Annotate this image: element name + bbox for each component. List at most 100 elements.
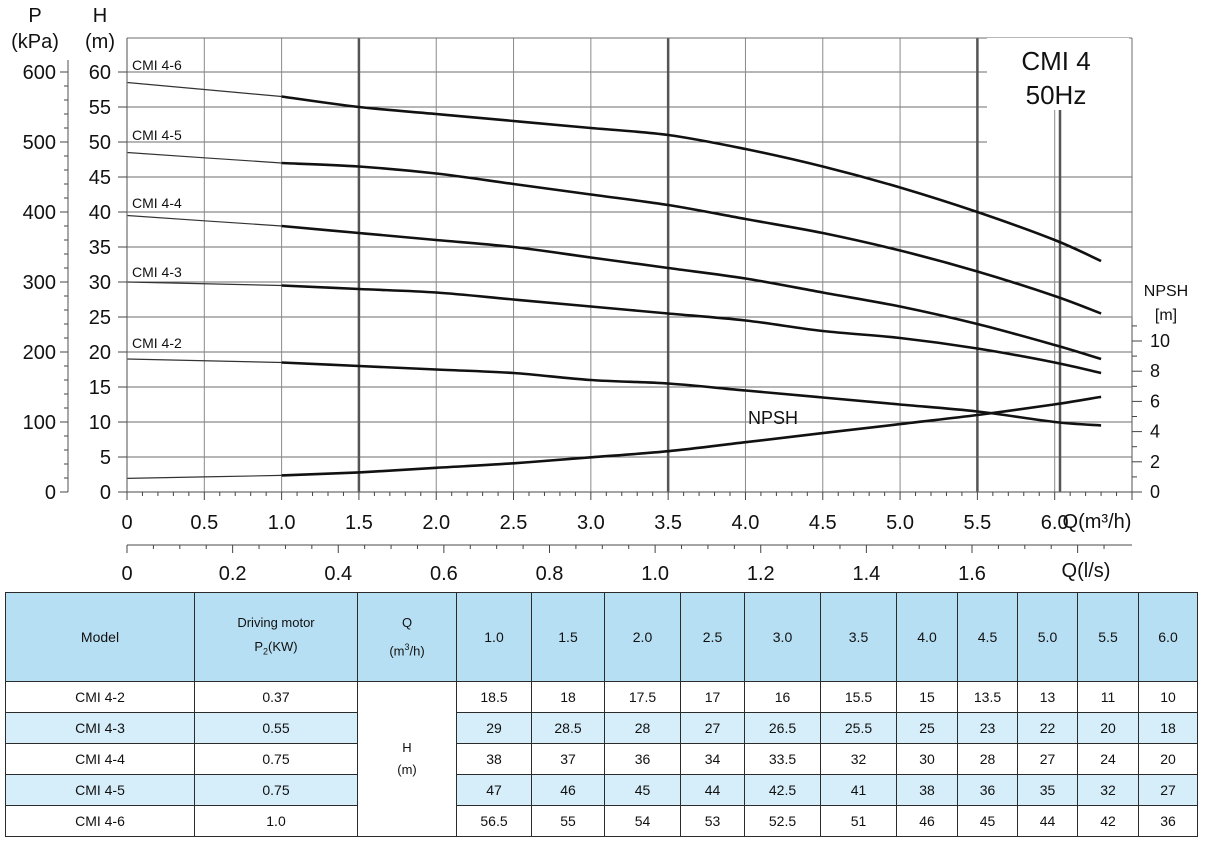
npsh-axis-tick-label: 2 <box>1150 452 1160 472</box>
h-axis-tick-label: 5 <box>100 447 111 469</box>
p-axis-tick-label: 0 <box>45 482 56 504</box>
head-value-cell: 46 <box>896 805 958 837</box>
head-value-cell: 47 <box>456 774 532 806</box>
x-axis-m3h-tick-label: 3.5 <box>654 512 682 534</box>
head-value-cell: 36 <box>1138 805 1198 837</box>
x-axis-ls-tick-label: 0.8 <box>536 563 564 585</box>
series-label-cmi-4-6: CMI 4-6 <box>132 57 182 73</box>
curve-cmi-4-2-thin <box>126 358 282 364</box>
curve-npsh-thin <box>126 474 282 479</box>
motor-cell: 0.75 <box>194 743 358 775</box>
h-axis-unit: (m) <box>85 31 115 53</box>
p-axis-tick-label: 300 <box>23 272 56 294</box>
head-value-cell: 11 <box>1077 681 1139 713</box>
x-axis-ls-tick-label: 1.2 <box>747 563 775 585</box>
x-axis-m3h-tick-label: 2.0 <box>422 512 450 534</box>
head-value-cell: 51 <box>820 805 897 837</box>
motor-cell: 0.75 <box>194 774 358 806</box>
header-flow: 6.0 <box>1138 592 1198 682</box>
motor-cell: 0.55 <box>194 712 358 744</box>
head-value-cell: 32 <box>820 743 897 775</box>
x-axis-ls-tick-label: 1.6 <box>958 563 986 585</box>
h-axis-tick-label: 55 <box>89 97 111 119</box>
header-flow: 1.5 <box>531 592 605 682</box>
p-axis-tick-label: 200 <box>23 342 56 364</box>
series-label-cmi-4-3: CMI 4-3 <box>132 264 182 280</box>
head-value-cell: 56.5 <box>456 805 532 837</box>
head-value-cell: 18 <box>1138 712 1198 744</box>
x-axis-ls-tick-label: 0.2 <box>219 563 247 585</box>
head-value-cell: 24 <box>1077 743 1139 775</box>
head-value-cell: 10 <box>1138 681 1198 713</box>
head-value-cell: 32 <box>1077 774 1139 806</box>
head-value-cell: 25 <box>896 712 958 744</box>
head-value-cell: 54 <box>604 805 681 837</box>
head-value-cell: 44 <box>680 774 745 806</box>
series-label-cmi-4-5: CMI 4-5 <box>132 127 182 143</box>
head-value-cell: 18.5 <box>456 681 532 713</box>
x-axis-m3h-tick-label: 0 <box>121 512 132 534</box>
curve-cmi-4-6 <box>281 95 1102 263</box>
series-label-cmi-4-4: CMI 4-4 <box>132 195 182 211</box>
h-axis-tick-label: 20 <box>89 342 111 364</box>
head-value-cell: 28 <box>957 743 1018 775</box>
npsh-axis-tick-label: 10 <box>1150 331 1170 351</box>
head-value-cell: 18 <box>531 681 605 713</box>
head-value-cell: 38 <box>456 743 532 775</box>
x-axis-ls-tick-label: 0 <box>121 563 132 585</box>
curve-cmi-4-4 <box>281 224 1102 361</box>
head-value-cell: 42 <box>1077 805 1139 837</box>
head-value-cell: 17 <box>680 681 745 713</box>
h-axis-tick-label: 50 <box>89 132 111 154</box>
chart-subtitle: 50Hz <box>1026 80 1087 110</box>
x-axis-m3h-tick-label: 4.5 <box>809 512 837 534</box>
head-value-cell: 27 <box>680 712 745 744</box>
h-axis-label: H <box>93 5 107 27</box>
header-flow: 4.0 <box>896 592 958 682</box>
x-axis-ls-tick-label: 1.4 <box>852 563 880 585</box>
curve-cmi-4-5-thin <box>126 151 282 164</box>
h-axis-tick-label: 60 <box>89 62 111 84</box>
table-row: CMI 4-2 0.37 H (m) 18.5 18 17.5 17 16 15.5 15 13.5 1… <box>5 681 1198 837</box>
table-body: CMI 4-2 0.37 H (m) 18.5 18 17.5 17 16 15.5 15 13.5 1… <box>5 681 1198 837</box>
head-value-cell: 45 <box>957 805 1018 837</box>
curve-cmi-4-3-thin <box>126 281 282 287</box>
npsh-axis-tick-label: 8 <box>1150 361 1160 381</box>
chart-grid <box>127 37 1133 492</box>
chart-title-box: CMI 4 50Hz <box>987 38 1129 110</box>
h-axis-tick-label: 30 <box>89 272 111 294</box>
head-value-cell: 38 <box>896 774 958 806</box>
x-axis-ls-tick-label: 0.4 <box>324 563 352 585</box>
head-value-cell: 27 <box>1017 743 1078 775</box>
head-value-cell: 33.5 <box>744 743 821 775</box>
head-value-cell: 29 <box>456 712 532 744</box>
x-axis-m3h-tick-label: 0.5 <box>190 512 218 534</box>
x-axis-m3h-tick-label: 2.5 <box>500 512 528 534</box>
h-axis-tick-label: 40 <box>89 202 111 224</box>
npsh-axis-tick-label: 6 <box>1150 391 1160 411</box>
curve-cmi-4-4-thin <box>126 214 282 227</box>
curve-cmi-4-2 <box>281 361 1102 427</box>
x-axis-m3h-tick-label: 3.0 <box>577 512 605 534</box>
header-driving-motor: Driving motor P2(KW) <box>194 592 358 682</box>
head-value-cell: 42.5 <box>744 774 821 806</box>
header-flow: 3.0 <box>744 592 821 682</box>
head-value-cell: 52.5 <box>744 805 821 837</box>
head-value-cell: 44 <box>1017 805 1078 837</box>
header-model: Model <box>5 592 195 682</box>
npsh-axis-unit: [m] <box>1155 307 1177 324</box>
head-unit: (m) <box>397 762 417 777</box>
head-value-cell: 22 <box>1017 712 1078 744</box>
head-value-cell: 46 <box>531 774 605 806</box>
p-axis-label: P <box>28 5 41 27</box>
chart-axes <box>60 38 1142 553</box>
motor-cell: 1.0 <box>194 805 358 837</box>
head-value-cell: 37 <box>531 743 605 775</box>
header-flow: 1.0 <box>456 592 532 682</box>
p-axis-tick-label: 500 <box>23 132 56 154</box>
model-cell: CMI 4-6 <box>5 805 195 837</box>
head-value-cell: 25.5 <box>820 712 897 744</box>
table-row: CMI 4-6 1.0 56.5 55 54 53 52.5 51 46 45 44 42 36 <box>5 805 1198 837</box>
chart-title: CMI 4 <box>1021 46 1090 76</box>
npsh-axis-tick-label: 4 <box>1150 422 1160 442</box>
